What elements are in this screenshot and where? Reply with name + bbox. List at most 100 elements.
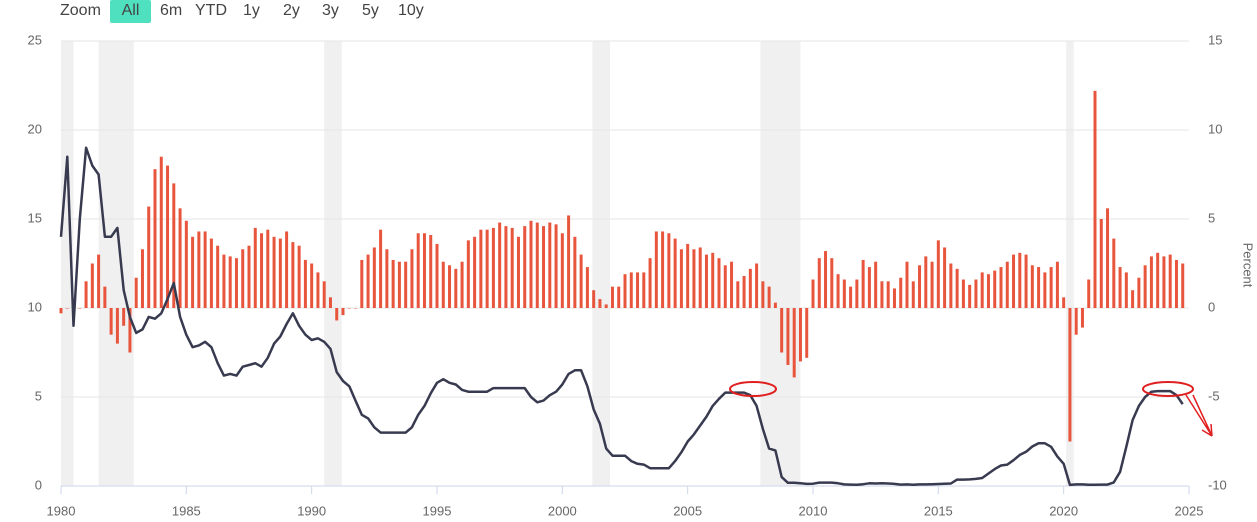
zoom-button[interactable]: 2y (283, 2, 300, 19)
zoom-button-bg[interactable] (110, 0, 151, 23)
bar (1137, 277, 1141, 308)
bar (918, 265, 922, 308)
bar (1162, 256, 1166, 308)
bar (529, 220, 533, 308)
bar (416, 233, 420, 308)
bar (623, 274, 627, 308)
bar (792, 308, 796, 378)
bar (429, 235, 433, 308)
bar (874, 261, 878, 308)
bar (109, 308, 113, 335)
recession-band (324, 41, 342, 486)
bar (335, 308, 339, 321)
bar (322, 281, 326, 308)
bar (303, 259, 307, 308)
zoom-button[interactable]: YTD (195, 2, 227, 19)
bar (955, 268, 959, 308)
bar (1099, 219, 1103, 308)
bar (328, 297, 332, 308)
bar (65, 308, 69, 309)
bar (441, 261, 445, 308)
bar (1012, 254, 1016, 308)
zoom-button[interactable]: 10y (398, 2, 424, 19)
recession-band (1066, 41, 1074, 486)
bar (310, 263, 314, 308)
bar (1024, 254, 1028, 308)
y2-tick-label: 5 (1208, 210, 1215, 225)
zoom-button[interactable]: All (122, 2, 140, 19)
bar (166, 165, 170, 308)
bar (949, 263, 953, 308)
recession-band (592, 41, 610, 486)
bar (936, 240, 940, 308)
bar (617, 286, 621, 308)
y-tick-label: 20 (28, 121, 42, 136)
bar (241, 249, 245, 308)
bar (704, 254, 708, 308)
bar (360, 259, 364, 308)
bar (354, 308, 358, 309)
bar (473, 236, 477, 308)
bar (661, 231, 665, 308)
bar (59, 308, 63, 314)
bar (1074, 308, 1078, 335)
bar (667, 233, 671, 308)
bar (1174, 259, 1178, 308)
zoom-button[interactable]: 1y (243, 2, 260, 19)
x-tick-label: 2000 (548, 503, 577, 518)
bar (454, 268, 458, 308)
bar (598, 299, 602, 308)
bar (485, 229, 489, 308)
bar (347, 308, 351, 309)
bar (341, 308, 345, 316)
bar (285, 231, 289, 308)
bar (836, 274, 840, 308)
bar (886, 281, 890, 308)
bar (817, 258, 821, 308)
bar (999, 267, 1003, 308)
bar (140, 249, 144, 308)
bar (84, 281, 88, 308)
bar (178, 208, 182, 308)
bar (1156, 252, 1160, 308)
bar (892, 288, 896, 308)
y2-tick-label: 10 (1208, 121, 1222, 136)
bar (128, 308, 132, 353)
line (59, 146, 1184, 487)
bar (410, 249, 414, 308)
bar (1106, 208, 1110, 308)
bar (911, 281, 915, 308)
bar (247, 245, 251, 308)
x-tick-label: 2025 (1175, 503, 1204, 518)
bar (172, 183, 176, 308)
bar (1087, 279, 1091, 308)
bar (930, 261, 934, 308)
bar (780, 308, 784, 353)
bar (811, 279, 815, 308)
arrow (1185, 394, 1213, 437)
bar (610, 286, 614, 308)
bar (385, 249, 389, 308)
zoom-button[interactable]: 6m (160, 2, 182, 19)
bar (191, 236, 195, 308)
zoom-button[interactable]: 3y (322, 2, 339, 19)
bar (1005, 261, 1009, 308)
bar (1118, 267, 1122, 308)
bar (228, 256, 232, 308)
y2-tick-label: 0 (1208, 299, 1215, 314)
bar (542, 226, 546, 308)
bar (391, 259, 395, 308)
zoom-button[interactable]: 5y (362, 2, 379, 19)
highlight-ellipse (1142, 381, 1194, 397)
x-tick-label: 1985 (172, 503, 201, 518)
bar-layer (59, 90, 1185, 442)
bar (798, 308, 802, 362)
bar (636, 272, 640, 308)
bar (372, 247, 376, 308)
bar (1131, 290, 1135, 308)
bar (253, 227, 257, 308)
bar (767, 286, 771, 308)
bar (516, 236, 520, 308)
bar (824, 251, 828, 308)
